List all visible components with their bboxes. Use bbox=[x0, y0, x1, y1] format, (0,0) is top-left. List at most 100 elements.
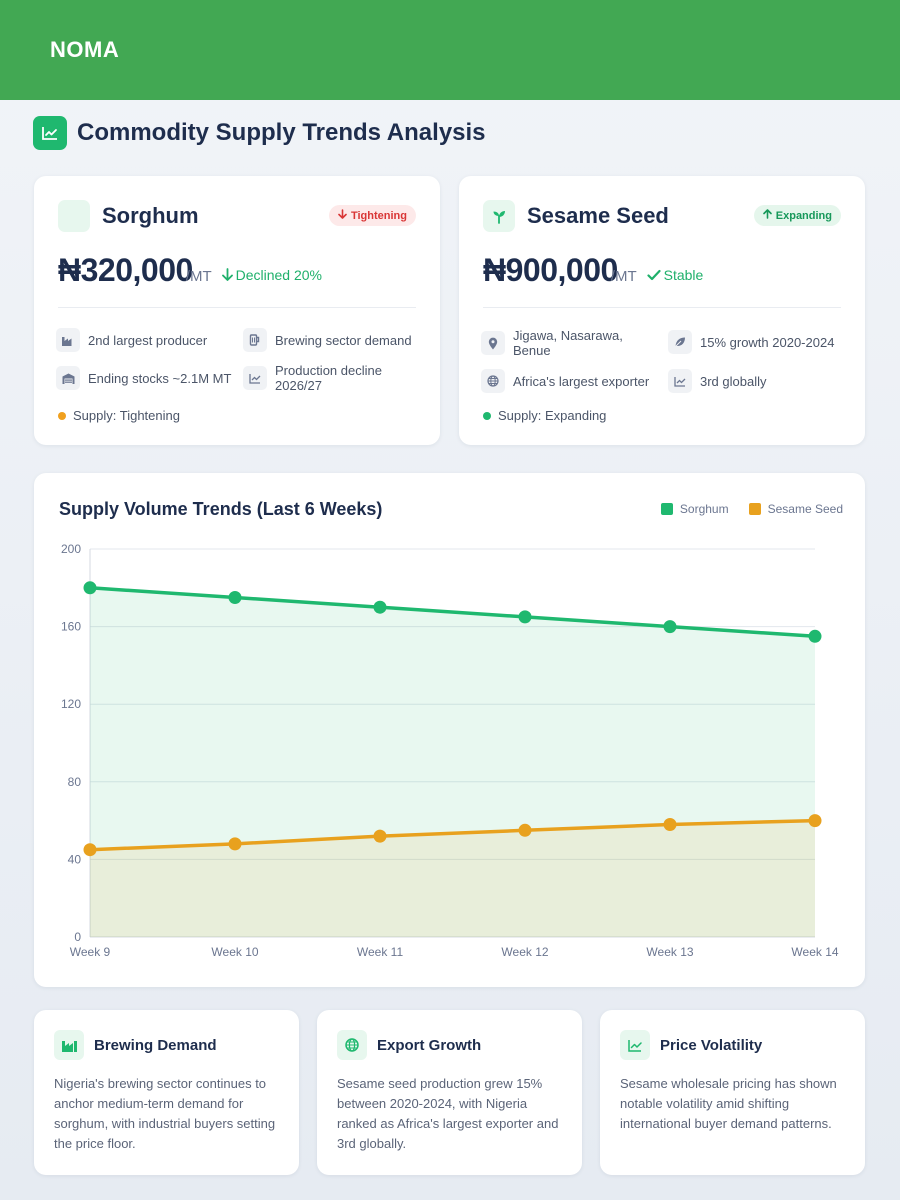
commodity-card-sesame[interactable]: Sesame Seed Expanding ₦900,000 /MT Stabl… bbox=[459, 176, 865, 445]
page-title: Commodity Supply Trends Analysis bbox=[77, 119, 486, 146]
price-change: Stable bbox=[647, 267, 704, 283]
data-point bbox=[518, 610, 532, 624]
fact-text: Production decline 2026/27 bbox=[275, 363, 382, 393]
page-title-row: Commodity Supply Trends Analysis bbox=[33, 116, 486, 150]
x-tick-label: Week 12 bbox=[501, 945, 548, 959]
legend-swatch bbox=[748, 503, 761, 515]
divider bbox=[58, 307, 416, 308]
globe-icon bbox=[481, 369, 505, 393]
check-icon bbox=[647, 269, 661, 281]
data-point bbox=[228, 591, 242, 604]
warehouse-icon bbox=[56, 366, 80, 390]
data-point bbox=[808, 629, 822, 643]
fact-text: Africa's largest exporter bbox=[513, 373, 650, 389]
arrow-down-icon bbox=[221, 268, 233, 281]
factory-icon bbox=[54, 1030, 84, 1060]
fact-item: Production decline 2026/27 bbox=[243, 363, 423, 393]
fact-item: Ending stocks ~2.1M MT bbox=[56, 366, 246, 390]
insight-card-brewing[interactable]: Brewing Demand Nigeria's brewing sector … bbox=[34, 1010, 299, 1175]
insight-text: Sesame seed production grew 15% between … bbox=[337, 1076, 559, 1151]
price-change-label: Declined 20% bbox=[235, 266, 322, 283]
insight-title: Brewing Demand bbox=[94, 1036, 217, 1054]
price-unit: /MT bbox=[610, 268, 637, 285]
x-tick-label: Week 9 bbox=[70, 945, 111, 959]
beer-mug-icon bbox=[243, 328, 267, 352]
insight-card-volatility[interactable]: Price Volatility Sesame wholesale pricin… bbox=[600, 1010, 865, 1175]
fact-text: Jigawa, Nasarawa, Benue bbox=[513, 328, 623, 358]
data-point bbox=[373, 829, 387, 843]
insight-text: Nigeria's brewing sector continues to an… bbox=[54, 1076, 276, 1151]
data-point bbox=[663, 817, 677, 831]
x-tick-label: Week 13 bbox=[646, 945, 693, 959]
supply-status: Supply: Expanding bbox=[483, 408, 606, 423]
y-tick-label: 80 bbox=[68, 775, 82, 789]
price-change-label: Stable bbox=[663, 267, 704, 283]
data-point bbox=[373, 600, 387, 614]
price-value: ₦900,000 bbox=[483, 252, 618, 288]
factory-icon bbox=[56, 328, 80, 352]
legend-item-sorghum[interactable]: Sorghum bbox=[660, 502, 729, 516]
arrow-down-icon bbox=[338, 209, 347, 222]
line-chart-icon bbox=[620, 1030, 650, 1060]
fact-item: 3rd globally bbox=[668, 369, 848, 393]
fact-item: 15% growth 2020-2024 bbox=[668, 330, 853, 354]
header-bar: NOMA bbox=[0, 0, 900, 100]
status-badge-label: Expanding bbox=[775, 209, 832, 222]
supply-label: Supply: Expanding bbox=[498, 408, 607, 423]
status-badge: Expanding bbox=[753, 205, 841, 226]
data-point bbox=[663, 620, 677, 634]
y-tick-label: 40 bbox=[68, 852, 82, 866]
series-line bbox=[88, 818, 817, 852]
grain-icon bbox=[58, 200, 90, 232]
data-point bbox=[83, 843, 97, 857]
y-tick-label: 200 bbox=[61, 542, 81, 556]
data-point bbox=[83, 581, 97, 595]
fact-item: 2nd largest producer bbox=[56, 328, 246, 352]
legend-label: Sesame Seed bbox=[767, 502, 843, 516]
insight-card-export[interactable]: Export Growth Sesame seed production gre… bbox=[317, 1010, 582, 1175]
chart-title: Supply Volume Trends (Last 6 Weeks) bbox=[59, 499, 383, 519]
price-row: ₦900,000 /MT Stable bbox=[483, 252, 703, 289]
insight-title: Price Volatility bbox=[660, 1036, 763, 1054]
arrow-up-icon bbox=[762, 209, 772, 222]
supply-dot bbox=[483, 411, 491, 420]
sprout-icon bbox=[483, 200, 515, 232]
data-point bbox=[518, 823, 532, 837]
series-line bbox=[88, 586, 817, 639]
series-area bbox=[90, 587, 815, 937]
chart-legend: Sorghum Sesame Seed bbox=[641, 502, 843, 516]
divider bbox=[483, 307, 841, 308]
fact-item: Jigawa, Nasarawa, Benue bbox=[481, 328, 661, 358]
supply-dot bbox=[58, 411, 66, 420]
insight-title: Export Growth bbox=[377, 1036, 482, 1054]
fact-text: 3rd globally bbox=[700, 373, 767, 389]
legend-label: Sorghum bbox=[679, 502, 729, 516]
legend-swatch bbox=[660, 503, 673, 515]
price-row: ₦320,000 /MT Declined 20% bbox=[58, 252, 322, 289]
supply-chart-card: Supply Volume Trends (Last 6 Weeks) Sorg… bbox=[34, 473, 865, 987]
y-tick-label: 120 bbox=[61, 697, 81, 711]
insight-text: Sesame wholesale pricing has shown notab… bbox=[620, 1076, 837, 1131]
map-pin-icon bbox=[481, 331, 505, 355]
trend-chart-icon bbox=[33, 116, 67, 150]
price-value: ₦320,000 bbox=[58, 252, 193, 288]
legend-item-sesame[interactable]: Sesame Seed bbox=[748, 502, 843, 516]
globe-icon bbox=[337, 1030, 367, 1060]
line-chart-icon bbox=[243, 366, 267, 390]
supply-status: Supply: Tightening bbox=[58, 408, 180, 423]
fact-text: Brewing sector demand bbox=[275, 332, 412, 348]
fact-item: Brewing sector demand bbox=[243, 328, 428, 352]
line-chart-icon bbox=[668, 369, 692, 393]
y-tick-label: 0 bbox=[74, 930, 81, 944]
data-point bbox=[808, 814, 822, 828]
commodity-card-sorghum[interactable]: Sorghum Tightening ₦320,000 /MT Declined… bbox=[34, 176, 440, 445]
status-badge: Tightening bbox=[328, 205, 416, 226]
noma-logo[interactable]: NOMA bbox=[50, 37, 120, 62]
series-area bbox=[90, 820, 815, 937]
price-change: Declined 20% bbox=[221, 266, 322, 283]
x-tick-label: Week 11 bbox=[357, 945, 404, 959]
y-tick-label: 160 bbox=[61, 620, 81, 634]
status-badge-label: Tightening bbox=[350, 209, 407, 222]
commodity-name: Sesame Seed bbox=[527, 203, 669, 228]
supply-label: Supply: Tightening bbox=[73, 408, 180, 423]
